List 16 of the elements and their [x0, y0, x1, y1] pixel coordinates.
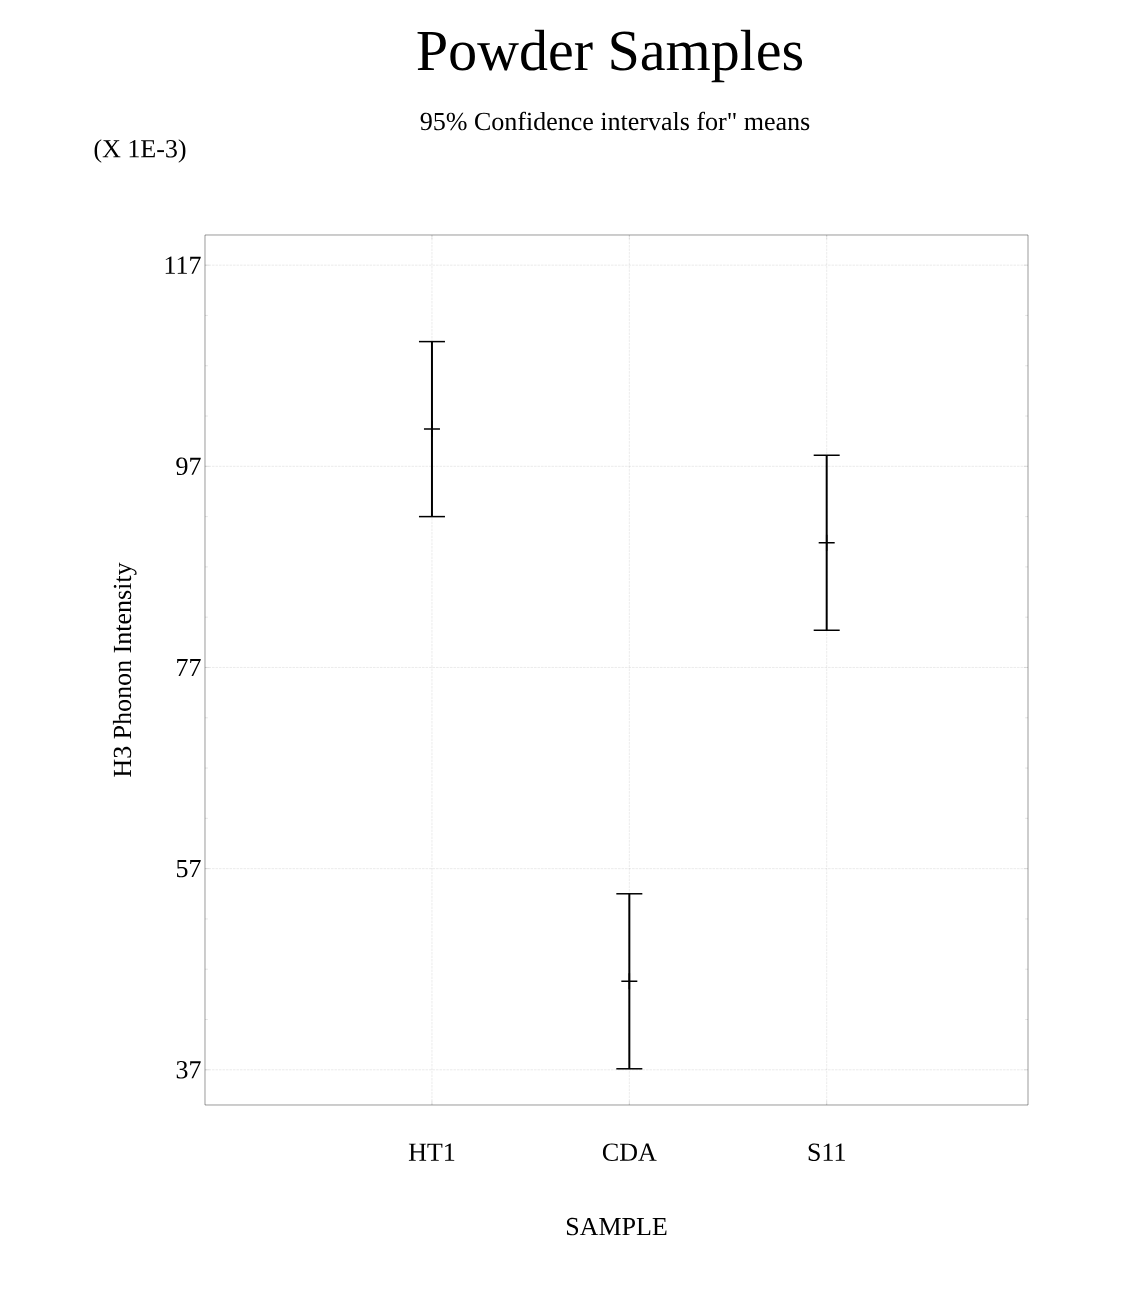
y-tick-label: 97	[176, 457, 201, 476]
y-tick-label: 77	[177, 658, 201, 676]
y-tick-label: 117	[165, 256, 201, 274]
x-tick-label: HT1	[408, 1143, 455, 1161]
y-tick-label: 57	[176, 859, 201, 878]
text: (X 1E-3)	[94, 139, 186, 163]
y-tick-label: 37	[176, 1061, 201, 1079]
chart-title: Powder Samples	[417, 29, 803, 83]
x-tick-label: CDA	[602, 1143, 657, 1161]
x-axis-title: SAMPLE	[566, 1217, 667, 1236]
chart-subtitle: 95% Confidence intervals for" means	[420, 111, 810, 131]
x-tick-label: S11	[808, 1143, 845, 1161]
point	[620, 972, 639, 991]
y-axis-title: H3 Phonon Intensity	[112, 562, 137, 777]
point	[817, 534, 836, 552]
point	[423, 420, 441, 438]
